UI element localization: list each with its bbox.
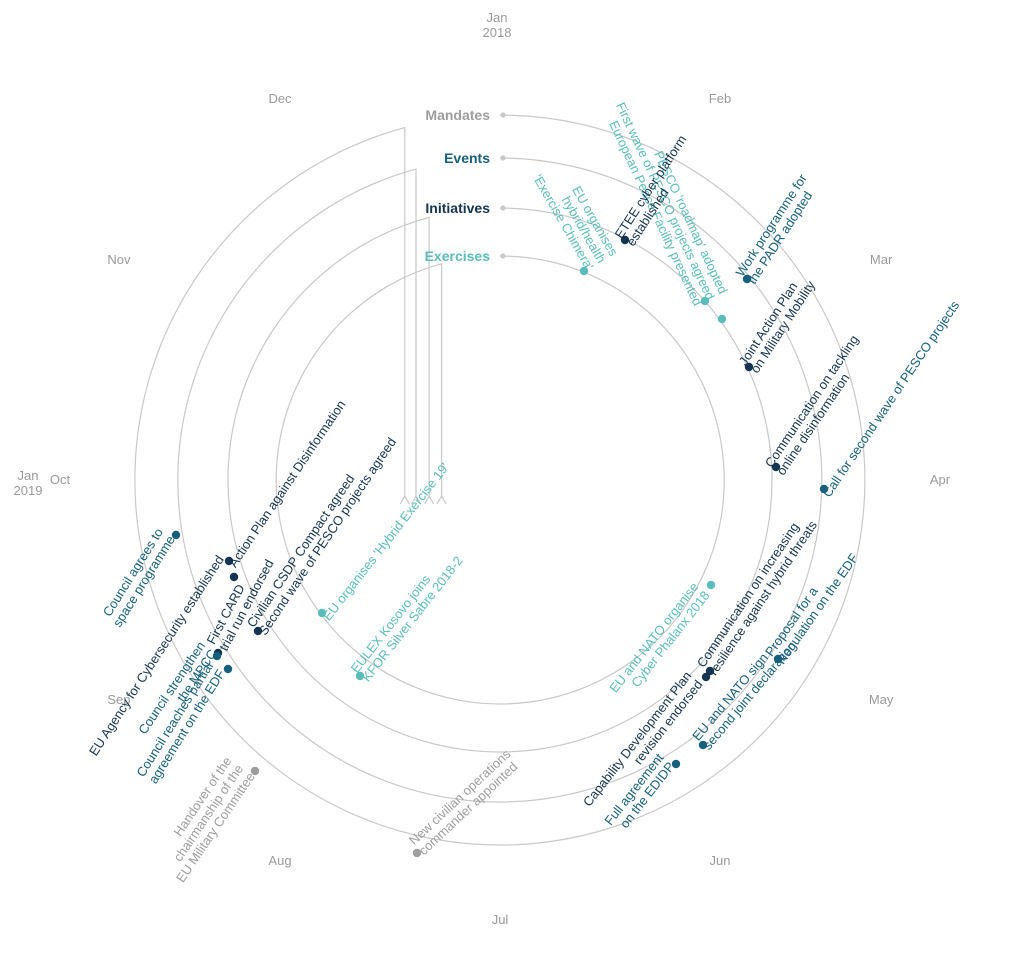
event-label: Civilian CSDP Compact agreedSecond wave …	[244, 427, 399, 638]
event-markers: EU organiseshybrid/health'Exercise Chime…	[86, 100, 963, 885]
track-start-dot	[500, 112, 506, 118]
event-marker	[412, 848, 422, 858]
event-call_pesco: Call for second wave of PESCO projects	[819, 298, 962, 500]
event-marker	[717, 314, 727, 324]
event-label: Joint Action Planon Military Mobility	[736, 270, 819, 376]
month-label-nov: Nov	[107, 252, 131, 267]
event-eumc_handover: Handover of thechairmanship of theEU Mil…	[170, 754, 260, 885]
event-marker	[620, 235, 630, 245]
track-start-dot	[500, 155, 506, 161]
event-label: Council agrees tospace programme	[98, 525, 178, 629]
category-label-mandates: Mandates	[425, 107, 490, 123]
track-exercises	[275, 255, 725, 705]
event-marker	[773, 654, 783, 664]
event-jap_mobility: Joint Action Planon Military Mobility	[736, 270, 819, 376]
category-label-exercises: Exercises	[425, 248, 491, 264]
event-marker	[229, 572, 239, 582]
category-label-initiatives: Initiatives	[425, 200, 490, 216]
month-label-mar: Mar	[870, 252, 893, 267]
month-label-jan2018: Jan 2018	[483, 10, 512, 40]
event-marker	[579, 266, 589, 276]
event-marker	[171, 530, 181, 540]
event-marker	[212, 651, 222, 661]
event-marker	[698, 740, 708, 750]
category-label-events: Events	[444, 150, 490, 166]
track-arrow	[424, 494, 435, 505]
event-marker	[742, 274, 752, 284]
month-label-aug: Aug	[268, 853, 291, 868]
track-arrow	[399, 494, 410, 505]
month-label-jul: Jul	[492, 912, 509, 927]
event-marker	[671, 759, 681, 769]
event-pesco_roadmap: PESCO 'roadmap' adoptedFirst wave of PES…	[606, 100, 731, 324]
month-label-may: May	[869, 692, 894, 707]
category-legend: Mandates Events Initiatives Exercises	[425, 107, 491, 264]
event-marker	[771, 462, 781, 472]
event-marker	[253, 626, 263, 636]
month-labels: Jan 2018 Feb Mar Apr May Jun Jul Aug Sep Oct Nov Dec…	[14, 10, 951, 927]
event-marker	[706, 580, 716, 590]
track-start-dot	[500, 253, 506, 259]
event-csdp_compact: Civilian CSDP Compact agreedSecond wave …	[244, 427, 399, 638]
event-marker	[744, 362, 754, 372]
event-marker	[700, 296, 710, 306]
event-marker	[250, 766, 260, 776]
event-marker	[701, 672, 711, 682]
track-mandates	[134, 114, 866, 846]
month-label-jan2019: Jan 2019	[14, 468, 43, 498]
event-padr: Work programme forthe PADR adopted	[733, 171, 822, 287]
track-events	[177, 157, 823, 803]
event-chimera: EU organiseshybrid/health'Exercise Chime…	[530, 158, 621, 276]
month-label-feb: Feb	[709, 91, 731, 106]
event-marker	[317, 608, 327, 618]
event-space: Council agrees tospace programme	[98, 525, 181, 630]
month-label-oct: Oct	[50, 472, 71, 487]
event-marker	[705, 666, 715, 676]
month-label-jun: Jun	[710, 853, 731, 868]
event-marker	[224, 556, 234, 566]
event-marker	[355, 671, 365, 681]
event-marker	[819, 484, 829, 494]
month-label-sep: Sep	[107, 692, 130, 707]
timeline-tracks	[134, 112, 866, 846]
track-arrow	[410, 494, 422, 505]
track-arrow	[436, 494, 447, 505]
month-label-dec: Dec	[268, 91, 292, 106]
month-label-apr: Apr	[930, 472, 951, 487]
event-marker	[223, 664, 233, 674]
event-label: EU organiseshybrid/health'Exercise Chime…	[530, 158, 621, 273]
event-label: Call for second wave of PESCO projects	[819, 298, 962, 500]
event-label: Work programme forthe PADR adopted	[733, 171, 822, 287]
track-start-dot	[500, 205, 506, 211]
